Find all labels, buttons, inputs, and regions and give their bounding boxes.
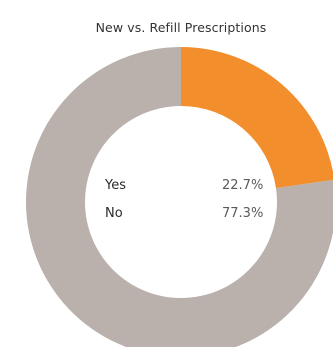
legend-label-yes: Yes	[105, 178, 126, 193]
legend-label-no: No	[105, 206, 123, 221]
slice-yes	[181, 47, 333, 189]
chart-title: New vs. Refill Prescriptions	[95, 20, 267, 35]
legend-value-yes: 22.7%	[222, 178, 264, 193]
slice-no	[26, 47, 333, 347]
legend-value-no: 77.3%	[222, 206, 264, 221]
